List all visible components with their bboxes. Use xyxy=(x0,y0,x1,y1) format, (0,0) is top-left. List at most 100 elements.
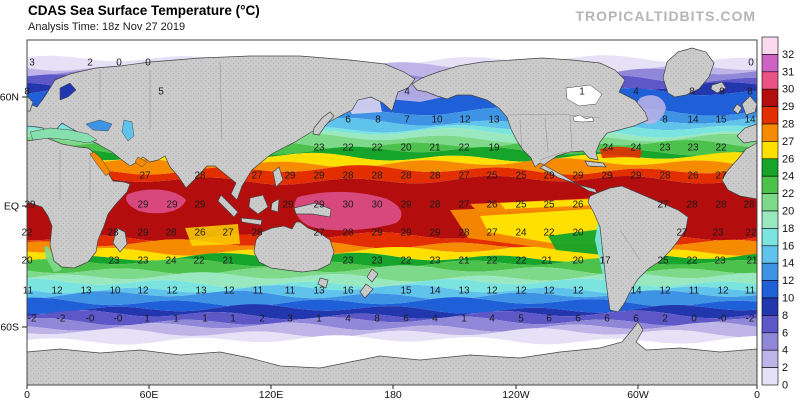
sst-value-15S: 20 xyxy=(572,228,584,239)
sst-value-15S: 28 xyxy=(251,228,263,239)
colorbar-box xyxy=(761,228,779,247)
colorbar-tick-label: 29 xyxy=(782,101,794,113)
land-mass xyxy=(317,277,329,289)
page-title: CDAS Sea Surface Temperature (°C) xyxy=(28,3,260,18)
sst-value-60S: 4 xyxy=(432,314,438,325)
sst-value-30S: 22 xyxy=(686,256,698,267)
sst-value-EQ: 29 xyxy=(137,200,149,211)
sst-value-EQ: 30 xyxy=(342,200,354,211)
sst-value-45S: 12 xyxy=(223,286,235,297)
sst-value-EQ: 25 xyxy=(543,200,555,211)
ocean-temperature-field xyxy=(27,40,757,385)
colorbar-box xyxy=(761,210,779,229)
sst-value-45S: 10 xyxy=(109,286,121,297)
sst-value-15N: 25 xyxy=(515,171,527,182)
colorbar-tick-label: 2 xyxy=(782,362,788,374)
sst-value-60S: 2 xyxy=(259,314,265,325)
sst-value-15N: 28 xyxy=(371,171,383,182)
sst-value-60S: 6 xyxy=(575,314,581,325)
sst-value-30S: 17 xyxy=(599,256,611,267)
sst-value-60S: 1 xyxy=(316,314,322,325)
sst-value-EQ: 29 xyxy=(313,200,325,211)
sst-value-60S: -2 xyxy=(28,314,37,325)
sst-value-15N: 26 xyxy=(687,171,699,182)
sst-value-60S: 4 xyxy=(345,314,351,325)
sst-value-45N: 10 xyxy=(431,115,443,126)
sst-value-60S: 8 xyxy=(374,314,380,325)
x-axis-label-180: 180 xyxy=(384,389,402,400)
sst-value-60S: 3 xyxy=(287,314,293,325)
sst-value-60S: -2 xyxy=(746,314,755,325)
colorbar-tick-label: 27 xyxy=(782,136,794,148)
colorbar-tick-label: 12 xyxy=(782,275,794,287)
sst-value-30S: 23 xyxy=(371,256,383,267)
sst-value-15N: 29 xyxy=(284,171,296,182)
sst-value-45S: 11 xyxy=(23,286,34,297)
colorbar-tick-label: 24 xyxy=(782,171,794,183)
sst-value-EQ: 29 xyxy=(400,200,412,211)
sst-value-EQ: 27 xyxy=(657,200,669,211)
colorbar-box xyxy=(761,106,779,125)
sst-value-15N: 29 xyxy=(630,171,642,182)
sst-value-45S: 13 xyxy=(195,286,207,297)
colorbar-box xyxy=(761,88,779,107)
sst-value-45S: 12 xyxy=(166,286,178,297)
sst-value-30N: 24 xyxy=(602,143,614,154)
colorbar-box xyxy=(761,315,779,334)
sst-value-15S: 27 xyxy=(676,228,688,239)
sst-value-45S: 12 xyxy=(717,286,729,297)
land-mass xyxy=(312,111,335,136)
sst-value-15N: 27 xyxy=(251,171,263,182)
sst-value-30N: 19 xyxy=(488,143,500,154)
sst-value-15S: 26 xyxy=(194,228,206,239)
sst-value-60S: -0 xyxy=(718,314,727,325)
colorbar-box xyxy=(761,262,779,281)
colorbar-tick-label: 28 xyxy=(782,119,794,131)
sst-value-30S: 22 xyxy=(400,256,412,267)
sst-value-30S: 23 xyxy=(342,256,354,267)
sst-value-EQ: 28 xyxy=(429,200,441,211)
sst-value-EQ: 29 xyxy=(166,200,178,211)
sst-value-45S: 12 xyxy=(515,286,527,297)
land-mass xyxy=(741,95,757,116)
sst-value-45N: 6 xyxy=(345,115,351,126)
sst-value-15S: 29 xyxy=(429,228,441,239)
sst-value-15S: 27 xyxy=(313,228,325,239)
sst-value-45S: 13 xyxy=(80,286,92,297)
x-axis-label-0: 0 xyxy=(754,389,760,400)
sst-value-45S: 12 xyxy=(51,286,63,297)
sst-value-60S: -2 xyxy=(57,314,66,325)
sst-value-15N: 27 xyxy=(715,171,727,182)
colorbar-tick-label: 31 xyxy=(782,66,794,78)
sst-value-15N: 29 xyxy=(601,171,613,182)
sst-value-60N: 5 xyxy=(158,87,164,98)
colorbar-tick-label: 30 xyxy=(782,84,794,96)
sst-value-45N: 7 xyxy=(404,115,410,126)
sst-value-15N: 29 xyxy=(572,171,584,182)
sst-value-30N: 22 xyxy=(342,143,354,154)
sst-value-60S: 6 xyxy=(604,314,610,325)
x-axis-label-60E: 60E xyxy=(140,389,159,400)
colorbar-box xyxy=(761,123,779,142)
sst-value-EQ: 27 xyxy=(458,200,470,211)
sst-value-EQ: 29 xyxy=(282,200,294,211)
sst-value-30S: 21 xyxy=(541,256,553,267)
colorbar-tick-label: 0 xyxy=(782,380,788,392)
colorbar-box xyxy=(761,36,779,55)
sst-value-15N: 28 xyxy=(659,171,671,182)
land-mass xyxy=(217,194,239,218)
land-mass xyxy=(662,47,715,98)
sst-value-45S: 12 xyxy=(543,286,555,297)
sst-value-30S: 21 xyxy=(222,256,234,267)
sst-value-45N: 14 xyxy=(687,115,699,126)
land-mass xyxy=(359,268,379,299)
sst-value-60N: 9 xyxy=(719,87,725,98)
colorbar-tick-label: 20 xyxy=(782,206,794,218)
sst-value-45S: 16 xyxy=(342,286,354,297)
colorbar-tick-label: 22 xyxy=(782,188,794,200)
sst-value-45S: 13 xyxy=(313,286,325,297)
sst-value-60S: 6 xyxy=(633,314,639,325)
